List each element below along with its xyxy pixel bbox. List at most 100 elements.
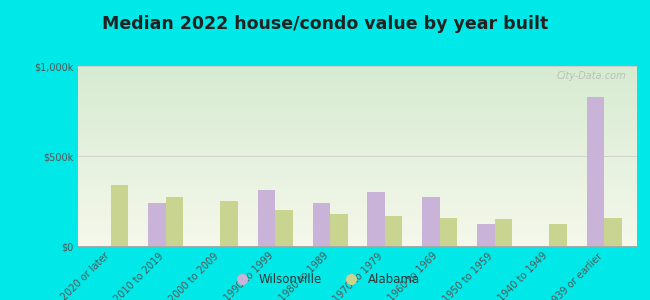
Bar: [78, 128, 637, 129]
Bar: [78, 87, 637, 88]
Bar: [78, 193, 637, 194]
Bar: [78, 123, 637, 124]
Bar: [78, 133, 637, 134]
Bar: [78, 140, 637, 141]
Bar: [78, 73, 637, 74]
Bar: [78, 147, 637, 148]
Bar: [78, 194, 637, 195]
Bar: [78, 231, 637, 232]
Bar: [78, 191, 637, 192]
Bar: [78, 71, 637, 72]
Bar: [78, 202, 637, 203]
Bar: [78, 106, 637, 107]
Bar: [78, 209, 637, 210]
Bar: [78, 169, 637, 170]
Bar: [78, 85, 637, 86]
Bar: [385, 216, 402, 246]
Bar: [78, 179, 637, 180]
Bar: [78, 138, 637, 139]
Bar: [78, 108, 637, 109]
Bar: [78, 245, 637, 246]
Bar: [78, 218, 637, 219]
Bar: [78, 97, 637, 98]
Bar: [313, 203, 330, 246]
Bar: [78, 161, 637, 162]
Bar: [78, 174, 637, 175]
Bar: [78, 104, 637, 105]
Bar: [78, 98, 637, 99]
Bar: [78, 119, 637, 120]
Bar: [78, 76, 637, 77]
Bar: [111, 185, 129, 246]
Bar: [78, 157, 637, 158]
Bar: [78, 178, 637, 179]
Bar: [78, 113, 637, 114]
Bar: [78, 74, 637, 75]
Bar: [78, 94, 637, 95]
Bar: [78, 127, 637, 128]
Bar: [78, 136, 637, 137]
Bar: [78, 160, 637, 161]
Bar: [78, 102, 637, 103]
Bar: [78, 233, 637, 234]
Bar: [78, 216, 637, 217]
Bar: [78, 237, 637, 238]
Text: Median 2022 house/condo value by year built: Median 2022 house/condo value by year bu…: [102, 15, 548, 33]
Bar: [78, 75, 637, 76]
Bar: [604, 218, 621, 246]
Bar: [78, 143, 637, 144]
Bar: [422, 197, 439, 246]
Bar: [78, 185, 637, 186]
Bar: [78, 86, 637, 87]
Bar: [78, 198, 637, 199]
Bar: [78, 166, 637, 167]
Bar: [78, 196, 637, 197]
Bar: [78, 80, 637, 81]
Bar: [78, 176, 637, 177]
Bar: [78, 244, 637, 245]
Bar: [78, 170, 637, 171]
Bar: [78, 242, 637, 243]
Bar: [78, 78, 637, 79]
Bar: [78, 88, 637, 89]
Bar: [78, 154, 637, 155]
Bar: [78, 190, 637, 191]
Bar: [78, 66, 637, 67]
Bar: [78, 186, 637, 187]
Bar: [78, 162, 637, 163]
Text: City-Data.com: City-Data.com: [556, 71, 626, 81]
Bar: [78, 83, 637, 84]
Bar: [78, 81, 637, 82]
Bar: [78, 203, 637, 204]
Bar: [78, 149, 637, 150]
Bar: [78, 121, 637, 122]
Bar: [78, 116, 637, 117]
Bar: [78, 210, 637, 211]
Bar: [78, 213, 637, 214]
Bar: [78, 199, 637, 200]
Bar: [78, 212, 637, 213]
Bar: [78, 164, 637, 165]
Bar: [78, 238, 637, 239]
Bar: [78, 139, 637, 140]
Bar: [220, 201, 238, 246]
Bar: [78, 103, 637, 104]
Bar: [78, 228, 637, 229]
Bar: [78, 219, 637, 220]
Bar: [276, 210, 293, 246]
Bar: [78, 68, 637, 69]
Bar: [78, 241, 637, 242]
Bar: [78, 100, 637, 101]
Bar: [78, 137, 637, 138]
Bar: [78, 125, 637, 126]
Bar: [78, 230, 637, 231]
Bar: [439, 218, 457, 246]
Bar: [78, 181, 637, 182]
Bar: [78, 142, 637, 143]
Bar: [78, 172, 637, 173]
Bar: [78, 221, 637, 222]
Bar: [78, 79, 637, 80]
Bar: [78, 168, 637, 169]
Bar: [78, 227, 637, 228]
Bar: [78, 167, 637, 168]
